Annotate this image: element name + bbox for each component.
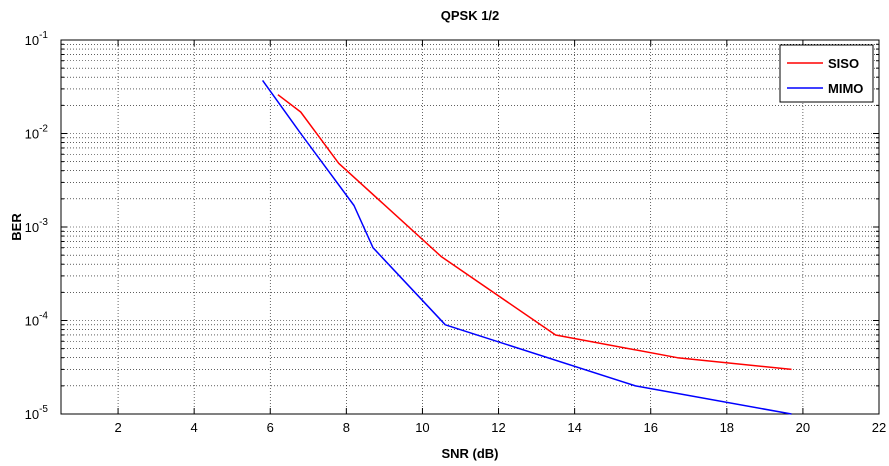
legend: SISO MIMO (779, 44, 874, 103)
y-tick-label: 10-3 (25, 217, 49, 235)
y-tick-exponent: -1 (39, 30, 48, 41)
series-line-mimo (261, 79, 792, 415)
grid (61, 40, 879, 414)
x-tick-label: 10 (415, 420, 429, 435)
y-tick-base: 10 (25, 314, 39, 329)
x-axis-title: SNR (dB) (441, 446, 498, 461)
y-tick-exponent: -3 (39, 217, 48, 228)
y-axis-title: BER (9, 213, 24, 241)
legend-mimo-label: MIMO (828, 81, 863, 96)
x-tick-label: 22 (872, 420, 886, 435)
y-tick-base: 10 (25, 407, 39, 422)
x-tick-label: 16 (643, 420, 657, 435)
x-tick-label: 8 (343, 420, 350, 435)
x-tick-label: 6 (267, 420, 274, 435)
y-tick-exponent: -2 (39, 124, 48, 135)
legend-siso-label: SISO (828, 56, 859, 71)
x-tick-label: 14 (567, 420, 581, 435)
series-line-siso (277, 94, 792, 371)
series-lines (261, 79, 792, 415)
y-tick-label: 10-5 (25, 404, 49, 422)
y-tick-label: 10-1 (25, 30, 49, 48)
y-tick-base: 10 (25, 33, 39, 48)
x-tick-label: 12 (491, 420, 505, 435)
x-tick-label: 18 (720, 420, 734, 435)
y-tick-label: 10-2 (25, 124, 49, 142)
chart-title: QPSK 1/2 (441, 8, 500, 23)
y-tick-base: 10 (25, 220, 39, 235)
x-tick-label: 4 (191, 420, 198, 435)
legend-box (779, 44, 874, 103)
y-tick-exponent: -4 (39, 311, 48, 322)
y-tick-exponent: -5 (39, 404, 48, 415)
y-tick-label: 10-4 (25, 311, 49, 329)
y-tick-base: 10 (25, 127, 39, 142)
x-tick-label: 20 (796, 420, 810, 435)
x-tick-label: 2 (114, 420, 121, 435)
